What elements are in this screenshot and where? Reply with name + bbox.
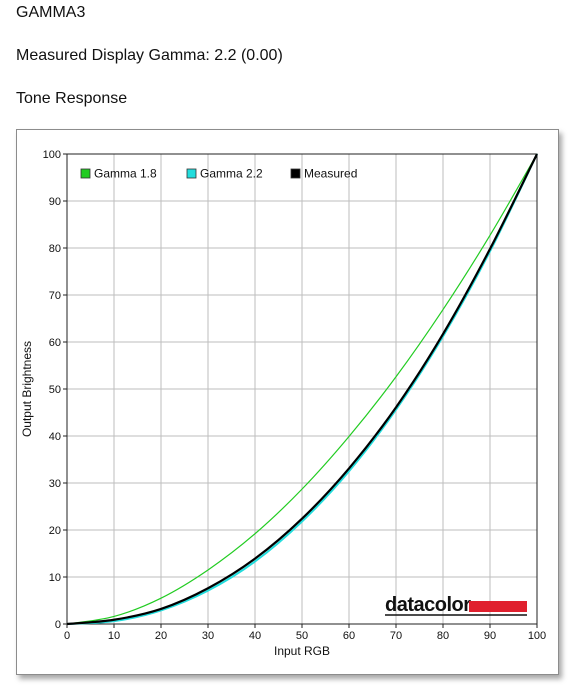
x-tick-label: 80 [437,630,449,642]
y-axis-label: Output Brightness [20,341,34,437]
y-tick-label: 10 [49,572,61,584]
legend-label-1: Gamma 2.2 [200,167,263,181]
y-tick-label: 50 [49,384,61,396]
chart-legend: Gamma 1.8 Gamma 2.2 Measured [80,167,357,181]
series-line-0 [66,153,538,625]
x-tick-label: 60 [343,630,355,642]
x-tick-label: 50 [296,630,308,642]
y-tick-label: 60 [49,337,61,349]
y-tick-label: 20 [49,525,61,537]
legend-label-2: Measured [304,167,357,181]
y-tick-label: 90 [49,196,61,208]
y-tick-label: 100 [43,149,61,161]
chart-series [66,153,538,626]
series-line-2 [66,153,538,626]
legend-swatch-2 [290,168,301,179]
x-tick-label: 0 [64,630,70,642]
section-title: Tone Response [16,90,128,107]
legend-swatch-0 [80,168,91,179]
profile-name: GAMMA3 [16,4,86,21]
x-axis-label: Input RGB [274,644,330,658]
logo-text: datacolor [385,594,471,616]
y-tick-label: 70 [49,290,61,302]
y-tick-label: 30 [49,478,61,490]
legend-swatch-1 [186,168,197,179]
y-tick-label: 0 [55,619,61,631]
x-tick-label: 100 [528,630,546,642]
x-tick-label: 20 [155,630,167,642]
logo-red-bar [469,601,527,612]
x-tick-label: 70 [390,630,402,642]
y-tick-label: 40 [49,431,61,443]
x-tick-label: 10 [108,630,120,642]
series-line-1 [66,153,538,625]
x-tick-label: 90 [484,630,496,642]
x-tick-label: 30 [202,630,214,642]
chart-ticks: 0 10 20 30 40 50 60 70 80 90 100 0 10 20 30 40 50 60 70 80 9… [43,149,547,642]
tone-response-chart-panel: 0 10 20 30 40 50 60 70 80 90 100 0 10 20 30 40 50 60 70 80 9… [16,129,559,675]
chart-grid [66,153,538,625]
tone-response-chart: 0 10 20 30 40 50 60 70 80 90 100 0 10 20 30 40 50 60 70 80 9… [20,149,547,658]
datacolor-logo: datacolor [385,594,527,616]
measured-gamma-text: Measured Display Gamma: 2.2 (0.00) [16,47,283,64]
x-tick-label: 40 [249,630,261,642]
y-tick-label: 80 [49,243,61,255]
legend-label-0: Gamma 1.8 [94,167,157,181]
